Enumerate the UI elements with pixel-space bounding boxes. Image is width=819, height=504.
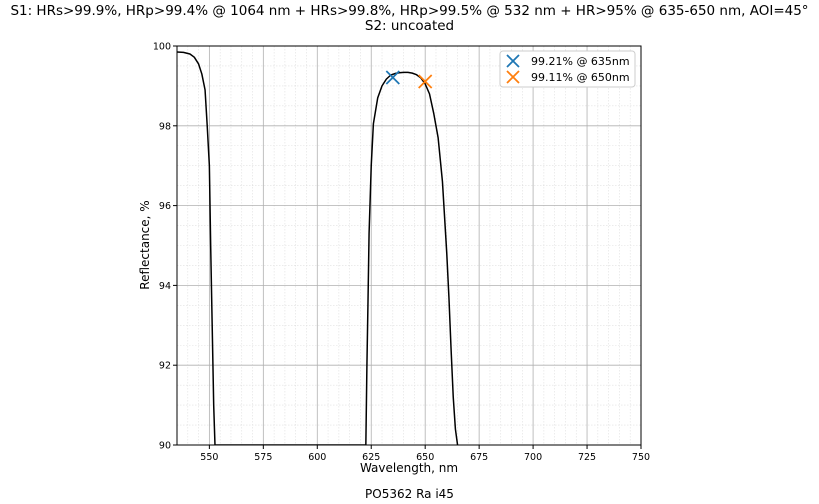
data-marker	[418, 74, 433, 89]
footer-code: PO5362 Ra i45	[365, 487, 454, 501]
data-marker	[385, 70, 400, 85]
y-tick-label: 96	[159, 201, 171, 212]
x-tick-label: 650	[416, 452, 434, 463]
minor-gridlines	[177, 46, 641, 445]
y-tick-label: 92	[159, 361, 171, 372]
x-tick-label: 625	[362, 452, 380, 463]
series-layer	[177, 51, 459, 445]
markers-layer	[385, 70, 433, 89]
legend-label: 99.21% @ 635nm	[531, 55, 630, 68]
x-axis-label: Wavelength, nm	[360, 461, 458, 475]
x-tick-label: 600	[308, 452, 326, 463]
plot-frame	[176, 45, 642, 446]
chart-title-line-1: S1: HRs>99.9%, HRp>99.4% @ 1064 nm + HRs…	[10, 3, 809, 19]
legend-box	[499, 50, 636, 88]
x-tick-label: 550	[200, 452, 218, 463]
y-tick-label: 100	[153, 42, 171, 53]
reflectance-series-line	[177, 51, 459, 445]
legend-entry: 99.21% @ 635nm	[506, 54, 630, 68]
y-tick-label: 94	[159, 281, 171, 292]
chart-title-line-2: S2: uncoated	[364, 18, 455, 34]
legend: 99.21% @ 635nm 99.11% @ 650nm	[499, 50, 636, 88]
x-tick-label: 575	[254, 452, 272, 463]
x-tick-label: 675	[470, 452, 488, 463]
y-axis-label: Reflectance, %	[138, 200, 152, 289]
x-tick-label: 750	[632, 452, 650, 463]
legend-entry: 99.11% @ 650nm	[506, 70, 630, 84]
x-tick-label: 725	[578, 452, 596, 463]
legend-label: 99.11% @ 650nm	[531, 71, 630, 84]
y-tick-label: 90	[159, 441, 171, 452]
axis-ticks: 550 575 600 625 650 675 700 725 750 90 92 94 96 98 100	[153, 42, 650, 464]
y-tick-label: 98	[159, 121, 171, 132]
x-tick-label: 700	[524, 452, 542, 463]
